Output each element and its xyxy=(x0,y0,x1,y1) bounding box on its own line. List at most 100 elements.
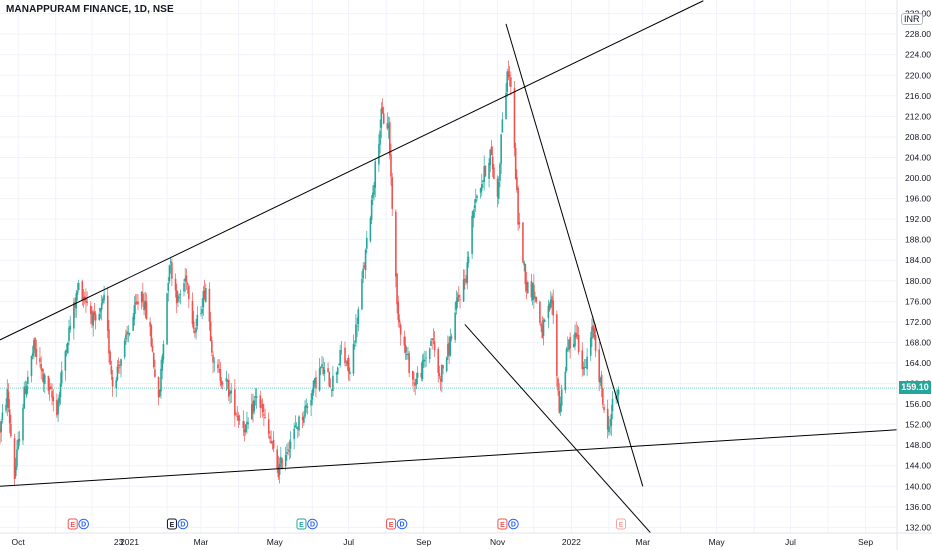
candle-up xyxy=(599,376,602,387)
candle-down xyxy=(277,455,280,480)
candle-down xyxy=(174,273,177,298)
candle-down xyxy=(287,442,289,456)
y-tick-label: 140.00 xyxy=(905,481,931,491)
candle-down xyxy=(581,342,584,377)
candle-up xyxy=(353,340,356,350)
candle-up xyxy=(416,366,419,384)
candle-down xyxy=(236,406,239,421)
candle-up xyxy=(572,334,575,348)
candle-up xyxy=(425,350,427,368)
candle-up xyxy=(6,379,9,417)
candle-up xyxy=(0,418,3,442)
candle-up xyxy=(304,400,306,419)
candle-up xyxy=(162,340,165,364)
y-tick-label: 176.00 xyxy=(905,296,931,306)
candle-down xyxy=(56,393,58,418)
candle-down xyxy=(437,346,440,383)
candle-up xyxy=(116,360,119,382)
candle-down xyxy=(86,291,88,306)
candle-up xyxy=(5,398,7,414)
candle-down xyxy=(51,383,53,406)
candle-down xyxy=(329,378,332,388)
candle-up xyxy=(505,82,507,120)
candle-up xyxy=(365,231,368,254)
candle-up xyxy=(247,417,249,430)
candle-down xyxy=(327,362,329,373)
candle-down xyxy=(157,376,160,406)
candle-down xyxy=(399,322,402,346)
x-tick-label: Sep xyxy=(858,537,873,547)
candle-up xyxy=(75,289,78,318)
candle-down xyxy=(388,117,391,160)
candle-up xyxy=(608,415,610,436)
candle-down xyxy=(188,284,190,309)
candle-down xyxy=(83,291,86,305)
candle-down xyxy=(227,373,230,402)
candle-down xyxy=(260,399,263,409)
candle-up xyxy=(100,295,103,321)
candle-up xyxy=(488,158,490,188)
candle-down xyxy=(134,294,137,315)
candle-down xyxy=(548,301,551,312)
x-tick-label: May xyxy=(709,537,726,547)
candle-down xyxy=(557,376,559,396)
candle-down xyxy=(459,294,461,309)
candle-down xyxy=(242,410,245,437)
candle-up xyxy=(161,353,164,380)
candle-down xyxy=(403,330,406,354)
candle-up xyxy=(31,345,34,360)
chart-title: MANAPPURAM FINANCE, 1D, NSE xyxy=(6,4,174,15)
earnings-marker: E xyxy=(296,518,307,530)
candle-down xyxy=(42,368,45,392)
candle-up xyxy=(92,309,95,337)
candle-down xyxy=(556,310,558,387)
candle-up xyxy=(295,422,298,430)
candle-down xyxy=(281,457,283,470)
x-tick-label: Nov xyxy=(490,537,506,547)
candle-up xyxy=(128,332,131,337)
candle-up xyxy=(534,291,536,303)
candle-down xyxy=(593,325,596,340)
candle-up xyxy=(57,398,59,422)
candle-down xyxy=(533,274,535,309)
candle-up xyxy=(99,308,102,319)
candle-down xyxy=(109,349,111,366)
candle-down xyxy=(191,292,194,328)
candle-down xyxy=(496,175,499,208)
candle-up xyxy=(576,325,579,340)
candle-up xyxy=(30,355,33,383)
candle-down xyxy=(89,301,92,325)
candle-up xyxy=(380,102,383,139)
currency-label[interactable]: INR xyxy=(901,13,923,25)
candle-down xyxy=(212,351,214,374)
candle-up xyxy=(364,248,367,279)
trendlines xyxy=(0,0,897,533)
y-tick-label: 208.00 xyxy=(905,132,931,142)
candle-up xyxy=(497,176,500,205)
candle-down xyxy=(438,365,441,380)
x-tick-label: Sep xyxy=(416,537,431,547)
candle-down xyxy=(566,336,569,352)
candle-up xyxy=(428,347,431,364)
candle-down xyxy=(391,172,394,217)
candle-up xyxy=(25,381,28,398)
candle-down xyxy=(439,375,442,391)
candle-up xyxy=(467,251,470,268)
candle-down xyxy=(0,421,1,445)
candle-up xyxy=(68,319,70,346)
candle-up xyxy=(476,194,478,202)
candle-down xyxy=(143,292,145,316)
candle-up xyxy=(346,357,349,371)
candle-up xyxy=(58,391,61,407)
candle-up xyxy=(338,363,340,366)
candle-up xyxy=(361,271,363,310)
trendline-4 xyxy=(464,324,652,533)
candle-up xyxy=(303,410,305,426)
candle-up xyxy=(140,291,143,310)
candle-down xyxy=(267,412,270,439)
dividend-marker: D xyxy=(307,518,318,530)
candle-up xyxy=(250,393,253,420)
candle-down xyxy=(598,342,601,392)
candle-down xyxy=(209,311,212,342)
